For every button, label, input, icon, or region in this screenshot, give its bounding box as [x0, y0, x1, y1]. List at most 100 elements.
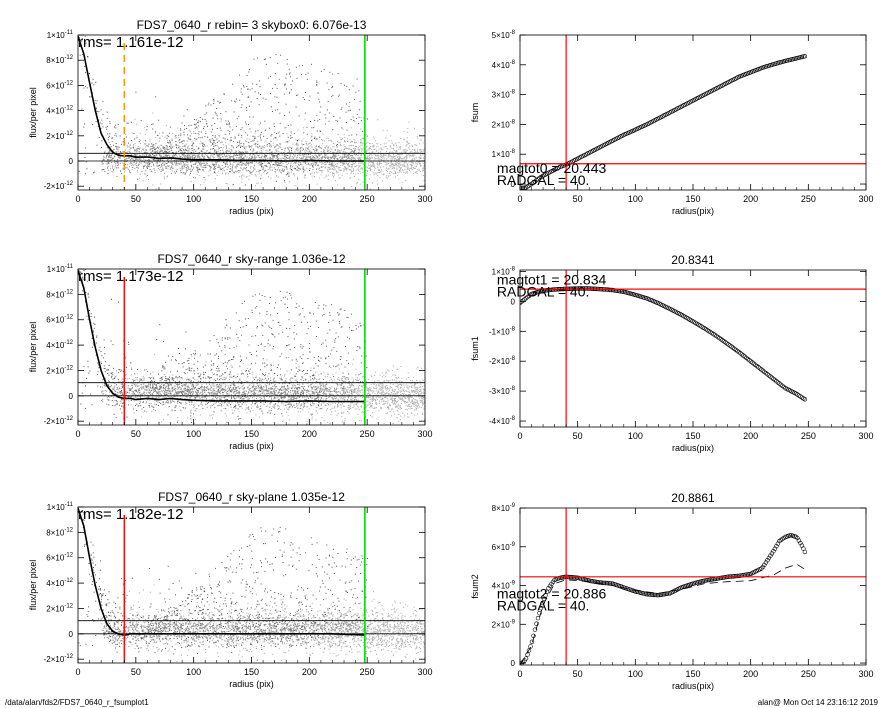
- data-point: [248, 161, 250, 163]
- data-point: [197, 168, 199, 170]
- data-point: [332, 172, 334, 174]
- data-point: [312, 167, 314, 169]
- data-point: [102, 163, 104, 165]
- data-point: [92, 124, 94, 126]
- data-point: [337, 73, 339, 74]
- data-point: [262, 168, 264, 170]
- data-point: [321, 166, 323, 168]
- data-point: [377, 146, 379, 148]
- data-point: [255, 152, 257, 154]
- data-point: [281, 170, 283, 172]
- data-point: [375, 158, 377, 160]
- data-point: [85, 86, 87, 88]
- data-point: [397, 394, 399, 396]
- data-point: [226, 162, 228, 163]
- data-point: [269, 158, 271, 160]
- data-point: [262, 358, 264, 360]
- data-point: [356, 141, 358, 143]
- data-point: [197, 155, 199, 157]
- data-point: [293, 173, 295, 175]
- data-point: [404, 168, 406, 170]
- data-point: [366, 405, 368, 407]
- data-point: [412, 145, 414, 147]
- data-point: [268, 168, 270, 170]
- data-point: [386, 170, 388, 172]
- data-point: [305, 143, 307, 145]
- data-point: [400, 164, 402, 166]
- data-point: [98, 136, 100, 138]
- data-point: [174, 172, 176, 174]
- data-point: [250, 149, 251, 151]
- data-point: [279, 135, 281, 137]
- data-point: [205, 164, 207, 166]
- data-point: [214, 152, 216, 154]
- data-point: [348, 106, 350, 108]
- data-point: [291, 148, 293, 149]
- data-point: [342, 403, 343, 405]
- data-point: [163, 161, 165, 163]
- data-point: [395, 151, 396, 153]
- data-point: [253, 143, 255, 145]
- data-point: [277, 148, 279, 150]
- data-point: [311, 63, 312, 65]
- data-point: [329, 169, 331, 170]
- data-point: [233, 161, 235, 163]
- data-point: [193, 154, 195, 156]
- data-point: [340, 363, 342, 365]
- data-point: [341, 156, 343, 158]
- data-point: [213, 404, 215, 406]
- data-point: [156, 391, 158, 393]
- data-point: [144, 164, 146, 166]
- data-point: [228, 143, 230, 145]
- data-point: [225, 183, 227, 185]
- data-point: [271, 333, 273, 335]
- data-point: [220, 169, 222, 171]
- data-point: [279, 143, 281, 145]
- data-point: [213, 100, 215, 102]
- data-point: [268, 162, 270, 163]
- data-point: [205, 377, 207, 379]
- data-point: [332, 156, 334, 158]
- data-point: [238, 151, 240, 152]
- data-point: [423, 163, 425, 164]
- data-point: [161, 370, 163, 372]
- data-point: [321, 153, 323, 155]
- data-point: [415, 405, 417, 407]
- data-point: [400, 406, 402, 408]
- data-point: [339, 144, 341, 146]
- data-point: [341, 107, 343, 109]
- data-point: [246, 161, 247, 163]
- data-point: [368, 161, 370, 163]
- data-point: [225, 151, 227, 153]
- data-point: [214, 164, 216, 166]
- data-point: [403, 162, 405, 164]
- data-point: [257, 136, 259, 137]
- data-point: [220, 102, 222, 104]
- data-point: [402, 166, 404, 168]
- data-point: [362, 393, 364, 395]
- data-point: [151, 151, 153, 152]
- data-point: [259, 299, 261, 301]
- data-point: [241, 104, 243, 106]
- data-point: [102, 101, 104, 103]
- data-point: [168, 161, 170, 162]
- data-point: [295, 375, 297, 377]
- data-point: [273, 163, 274, 165]
- data-point: [218, 368, 220, 370]
- data-point: [157, 405, 159, 406]
- data-point: [111, 141, 113, 143]
- data-point: [207, 155, 208, 157]
- data-point: [190, 181, 192, 183]
- data-point: [356, 349, 358, 351]
- data-point: [331, 380, 333, 382]
- data-point: [313, 149, 315, 151]
- data-point: [328, 149, 330, 151]
- data-point: [272, 87, 274, 89]
- data-point: [152, 144, 154, 146]
- data-point: [272, 385, 274, 387]
- data-point: [396, 151, 398, 153]
- data-point: [423, 158, 425, 160]
- data-point: [190, 412, 192, 414]
- data-point: [343, 162, 345, 164]
- data-point: [138, 163, 140, 165]
